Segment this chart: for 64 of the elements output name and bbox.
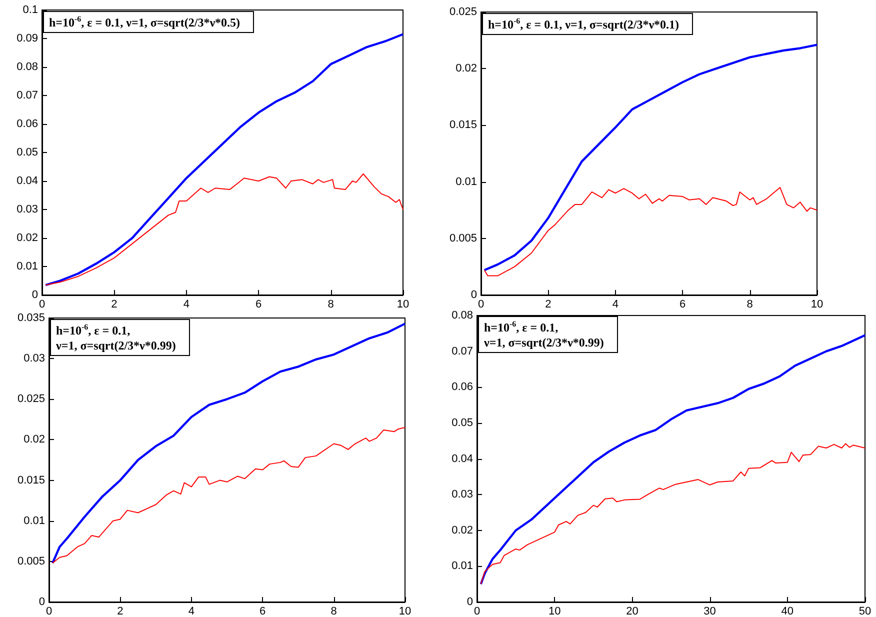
x-tick-label: 0 xyxy=(46,606,52,617)
line-series xyxy=(480,334,866,586)
y-tick-label: 0.08 xyxy=(452,310,473,322)
y-tick-label: 0.005 xyxy=(17,555,45,568)
y-tick-label: 0.08 xyxy=(16,61,38,73)
y-tick-label: 0.04 xyxy=(452,452,473,465)
y-tick-label: 0.05 xyxy=(16,146,38,158)
line-series xyxy=(44,33,404,286)
y-tick-label: 0.04 xyxy=(16,175,38,187)
line-series xyxy=(483,44,818,272)
y-tick-label: 0.02 xyxy=(16,232,38,244)
x-tick-label: 6 xyxy=(256,298,262,310)
y-tick-label: 0.01 xyxy=(16,260,38,272)
y-tick-label: 0 xyxy=(466,596,473,608)
y-tick-label: 0.03 xyxy=(452,488,473,501)
line-series xyxy=(51,322,406,564)
y-tick-label: 0.02 xyxy=(24,434,45,446)
y-tick-label: 0.015 xyxy=(17,474,45,486)
y-tick-label: 0.035 xyxy=(17,312,45,324)
x-tick-label: 6 xyxy=(260,606,266,617)
x-tick-label: 2 xyxy=(545,298,552,310)
y-tick-label: 0.02 xyxy=(456,62,477,75)
x-tick-label: 8 xyxy=(328,298,334,310)
x-tick-label: 4 xyxy=(183,298,190,310)
x-tick-label: 10 xyxy=(548,606,561,617)
y-tick-label: 0.015 xyxy=(449,119,477,132)
y-tick-label: 0.05 xyxy=(452,416,473,429)
x-tick-label: 4 xyxy=(188,606,194,617)
y-tick-label: 0.01 xyxy=(456,176,477,188)
x-tick-label: 50 xyxy=(858,606,872,617)
x-tick-label: 30 xyxy=(704,606,716,617)
x-tick-label: 0 xyxy=(478,298,484,310)
y-tick-label: 0.02 xyxy=(452,524,473,536)
x-tick-label: 40 xyxy=(781,606,794,617)
line-series xyxy=(52,427,406,564)
x-tick-label: 10 xyxy=(396,298,410,310)
y-tick-label: 0.06 xyxy=(16,118,38,130)
y-tick-label: 0.01 xyxy=(24,514,45,527)
y-tick-label: 0.07 xyxy=(452,345,473,358)
x-tick-label: 8 xyxy=(330,606,337,617)
y-tick-label: 0.03 xyxy=(24,352,45,365)
x-tick-label: 8 xyxy=(746,298,753,310)
x-tick-label: 6 xyxy=(680,298,686,310)
y-tick-label: 0.07 xyxy=(16,90,38,102)
y-tick-label: 0.005 xyxy=(449,232,477,244)
x-tick-label: 2 xyxy=(111,298,118,310)
y-tick-label: 0.025 xyxy=(449,6,477,18)
y-tick-label: 0 xyxy=(38,596,45,608)
line-series xyxy=(484,186,818,276)
y-tick-label: 0.09 xyxy=(16,32,38,44)
x-tick-label: 2 xyxy=(117,606,124,617)
y-tick-label: 0.03 xyxy=(16,204,38,216)
y-tick-label: 0.1 xyxy=(22,4,38,16)
line-series xyxy=(45,173,404,286)
y-tick-label: 0.025 xyxy=(17,393,45,406)
x-tick-label: 20 xyxy=(626,606,638,617)
y-tick-label: 0 xyxy=(470,289,477,301)
x-tick-label: 10 xyxy=(810,298,824,310)
y-tick-label: 0.01 xyxy=(452,560,473,572)
y-tick-label: 0 xyxy=(32,289,38,301)
x-tick-label: 10 xyxy=(398,606,412,617)
y-tick-label: 0.06 xyxy=(452,381,473,394)
line-series xyxy=(480,443,866,585)
x-tick-label: 4 xyxy=(612,298,618,310)
